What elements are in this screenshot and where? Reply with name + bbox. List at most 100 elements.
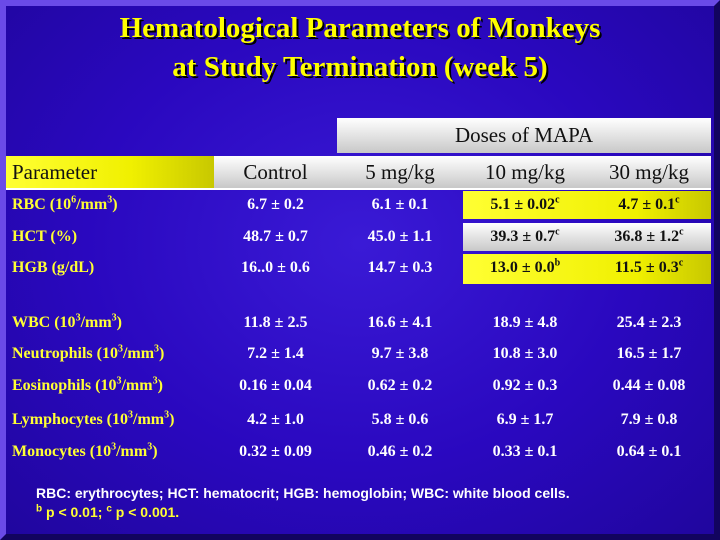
row-parameter-label: RBC (106/mm3): [12, 191, 118, 219]
row-parameter-label-part: ): [157, 377, 163, 394]
table-row: Neutrophils (103/mm3) 7.2 ± 1.4 9.7 ± 3.8 1…: [6, 340, 711, 368]
table-row: Eosinophils (103/mm3) 0.16 ± 0.04 0.62 ± 0…: [6, 372, 711, 400]
row-parameter-label: HGB (g/dL): [12, 254, 94, 282]
row-parameter-label: Neutrophils (103/mm3): [12, 340, 164, 368]
row-parameter-label-part: Monocytes (10: [12, 443, 112, 460]
row-value-dose5: 9.7 ± 3.8: [337, 340, 463, 368]
row-value-text: 18.9 ± 4.8: [492, 314, 558, 331]
footnote-b-mark: b: [36, 503, 43, 515]
row-value-dose5: 16.6 ± 4.1: [337, 309, 463, 337]
table-row: HGB (g/dL) 16..0 ± 0.6 14.7 ± 0.3 13.0 ± 0.…: [6, 254, 711, 282]
table-header-row: Parameter Control 5 mg/kg 10 mg/kg 30 mg…: [6, 156, 711, 188]
row-value-text: 4.2 ± 1.0: [247, 411, 304, 428]
row-parameter-label-part: 6: [71, 194, 77, 206]
row-value-text: 0.64 ± 0.1: [616, 443, 682, 460]
row-value-dose30: 0.64 ± 0.1: [587, 438, 711, 466]
row-value-dose5: 14.7 ± 0.3: [337, 254, 463, 282]
table-row: Lymphocytes (103/mm3) 4.2 ± 1.0 5.8 ± 0.6 6…: [6, 406, 711, 434]
row-value-dose30: 7.9 ± 0.8: [587, 406, 711, 434]
row-value-text: 0.44 ± 0.08: [612, 377, 686, 394]
row-parameter-label-part: 3: [154, 343, 160, 355]
header-dose-30: 30 mg/kg: [587, 156, 711, 188]
significance-mark: c: [679, 226, 684, 238]
row-value-dose10: 39.3 ± 0.7c: [463, 223, 587, 251]
footnote-significance: b p < 0.01; c p < 0.001.: [36, 503, 570, 522]
slide-title-line1: Hematological Parameters of Monkeys: [119, 12, 601, 44]
row-value-dose10: 5.1 ± 0.02c: [463, 191, 587, 219]
row-value-text: 16.5 ± 1.7: [616, 345, 682, 362]
row-parameter-label-part: 3: [116, 375, 122, 387]
row-value-dose5: 6.1 ± 0.1: [337, 191, 463, 219]
row-value-dose10: 18.9 ± 4.8: [463, 309, 587, 337]
row-parameter-label-part: 3: [111, 441, 117, 453]
row-parameter-label-part: HGB (g/dL): [12, 259, 95, 276]
row-value-text: 45.0 ± 1.1: [367, 228, 433, 245]
row-value-control: 0.32 ± 0.09: [214, 438, 337, 466]
row-value-dose5: 0.62 ± 0.2: [337, 372, 463, 400]
table-row: RBC (106/mm3) 6.7 ± 0.2 6.1 ± 0.1 5.1 ± 0.0…: [6, 191, 711, 219]
row-value-text: 11.8 ± 2.5: [243, 314, 308, 331]
row-parameter-label-part: ): [169, 411, 175, 428]
row-value-text: 13.0 ± 0.0: [489, 259, 555, 276]
significance-mark: c: [675, 194, 680, 206]
row-parameter-label-part: RBC (10: [12, 196, 72, 213]
row-parameter-label-part: WBC (10: [12, 314, 76, 331]
header-divider: [6, 188, 711, 190]
row-parameter-label-part: ): [116, 314, 122, 331]
row-value-dose10: 0.33 ± 0.1: [463, 438, 587, 466]
significance-mark: c: [555, 226, 560, 238]
row-value-dose10: 13.0 ± 0.0b: [463, 254, 587, 282]
row-value-text: 0.92 ± 0.3: [492, 377, 558, 394]
row-value-text: 6.1 ± 0.1: [371, 196, 429, 213]
row-parameter-label-part: ): [112, 196, 118, 213]
row-value-text: 4.7 ± 0.1: [618, 196, 676, 213]
header-dose-5: 5 mg/kg: [337, 156, 463, 188]
table-row: WBC (103/mm3) 11.8 ± 2.5 16.6 ± 4.1 18.9 ± …: [6, 309, 711, 337]
row-parameter-label-part: ): [159, 345, 165, 362]
row-parameter-label-part: 3: [152, 375, 158, 387]
row-parameter-label-part: 3: [128, 409, 133, 421]
row-value-text: 10.8 ± 3.0: [492, 345, 558, 362]
row-parameter-label-part: 3: [147, 441, 153, 453]
row-value-dose30: 16.5 ± 1.7: [587, 340, 711, 368]
row-value-text: 16..0 ± 0.6: [241, 259, 310, 276]
row-value-text: 0.62 ± 0.2: [367, 377, 433, 394]
footnote-c-text: p < 0.001.: [111, 504, 180, 520]
hct-significance-highlight: [463, 223, 711, 251]
row-value-text: 14.7 ± 0.3: [367, 259, 433, 276]
row-parameter-label: HCT (%): [12, 223, 77, 251]
row-value-control: 16..0 ± 0.6: [214, 254, 337, 282]
row-parameter-label-part: 3: [107, 194, 113, 206]
row-parameter-label-part: 3: [75, 312, 81, 324]
row-parameter-label-part: /mm: [133, 411, 165, 428]
row-value-text: 11.5 ± 0.3: [614, 259, 679, 276]
row-value-dose30: 0.44 ± 0.08: [587, 372, 711, 400]
row-parameter-label-part: 3: [111, 312, 117, 324]
row-value-dose30: 36.8 ± 1.2c: [587, 223, 711, 251]
row-parameter-label: Monocytes (103/mm3): [12, 438, 158, 466]
footnote: RBC: erythrocytes; HCT: hematocrit; HGB:…: [36, 484, 570, 522]
row-value-text: 7.2 ± 1.4: [247, 345, 304, 362]
row-value-text: 7.9 ± 0.8: [620, 411, 678, 428]
row-value-text: 0.32 ± 0.09: [239, 443, 312, 460]
row-parameter-label: Eosinophils (103/mm3): [12, 372, 163, 400]
row-parameter-label-part: ): [152, 443, 158, 460]
footnote-c-mark: c: [106, 503, 112, 515]
row-parameter-label-part: 3: [164, 409, 170, 421]
row-parameter-label-part: /mm: [116, 443, 148, 460]
slide-title-line2: at Study Termination (week 5): [172, 51, 548, 83]
row-value-dose5: 45.0 ± 1.1: [337, 223, 463, 251]
significance-mark: b: [554, 257, 561, 269]
footnote-abbreviations: RBC: erythrocytes; HCT: hematocrit; HGB:…: [36, 485, 570, 501]
row-value-dose10: 10.8 ± 3.0: [463, 340, 587, 368]
row-value-control: 4.2 ± 1.0: [214, 406, 337, 434]
row-value-dose5: 0.46 ± 0.2: [337, 438, 463, 466]
row-value-control: 11.8 ± 2.5: [214, 309, 337, 337]
row-value-control: 48.7 ± 0.7: [214, 223, 337, 251]
header-control: Control: [214, 156, 337, 188]
significance-mark: c: [555, 194, 560, 206]
row-parameter-label-part: /mm: [76, 196, 108, 213]
row-value-text: 39.3 ± 0.7: [490, 228, 556, 245]
row-value-text: 16.6 ± 4.1: [367, 314, 433, 331]
header-dose-10: 10 mg/kg: [463, 156, 587, 188]
